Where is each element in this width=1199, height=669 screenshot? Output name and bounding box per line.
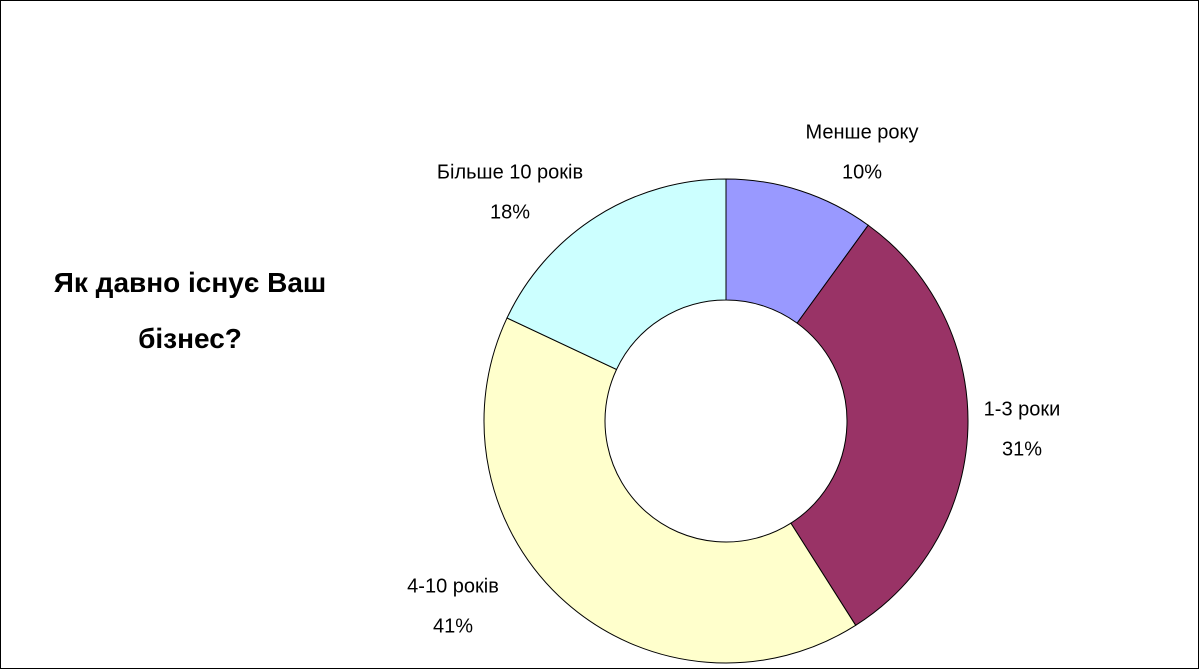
slice-value-label: 10% <box>842 161 882 183</box>
slice-value-label: 18% <box>490 201 530 223</box>
slice-label: 4-10 років <box>407 575 499 597</box>
slice-value-label: 41% <box>433 615 473 637</box>
donut-slice <box>506 178 727 371</box>
slice-label: 1-3 роки <box>984 398 1061 420</box>
slice-label: Більше 10 років <box>437 161 583 183</box>
donut-slice <box>790 224 969 627</box>
slice-value-label: 31% <box>1002 438 1042 460</box>
donut-slice <box>483 317 857 664</box>
slice-label: Менше року <box>806 121 919 143</box>
chart-title: Як давно існує Ваш бізнес? <box>53 267 327 354</box>
